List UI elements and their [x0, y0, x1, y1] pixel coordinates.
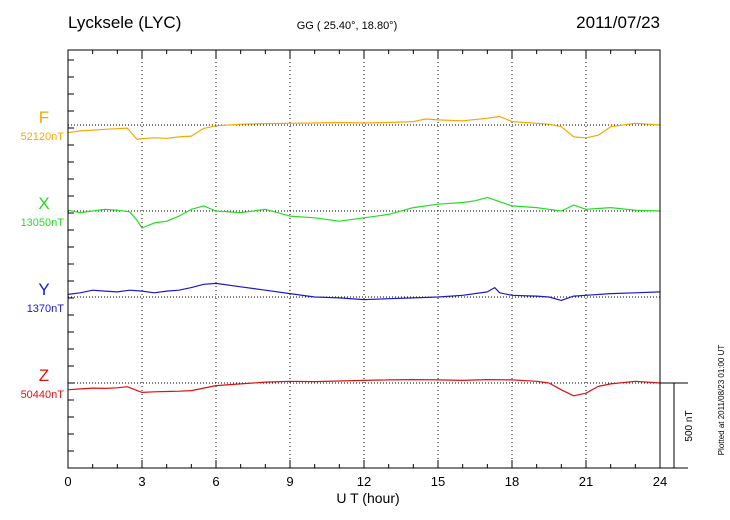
series-line-z [67, 379, 661, 397]
scale-bar-label: 500 nT [684, 410, 695, 441]
x-tick-label: 18 [505, 474, 519, 489]
series-line-f [67, 115, 661, 140]
x-tick-labels: 0 3 6 9 12 15 18 21 24 [64, 474, 667, 489]
x-tick-label: 3 [138, 474, 145, 489]
series-name-x: X [38, 194, 49, 213]
grid-lines [141, 50, 587, 468]
plotted-timestamp: Plotted at 2011/08/23 01:00 UT [717, 345, 726, 456]
baseline-value-y: 1370nT [27, 303, 65, 315]
baseline-value-f: 52120nT [21, 131, 65, 143]
x-tick-label: 21 [579, 474, 593, 489]
x-tick-label: 12 [357, 474, 371, 489]
baseline-value-x: 13050nT [21, 217, 65, 229]
series-line-y [67, 282, 661, 301]
x-tick-label: 15 [431, 474, 445, 489]
baseline-value-z: 50440nT [21, 389, 65, 401]
series-line-x [67, 196, 661, 229]
x-tick-label: 0 [64, 474, 71, 489]
x-tick-label: 9 [286, 474, 293, 489]
x-tick-label: 6 [212, 474, 219, 489]
x-axis-label: U T (hour) [336, 490, 399, 506]
series-name-y: Y [38, 280, 49, 299]
data-series [67, 115, 661, 397]
series-name-z: Z [39, 366, 49, 385]
geo-coords: GG ( 25.40°, 18.80°) [297, 20, 398, 32]
series-name-f: F [39, 108, 49, 127]
date-label: 2011/07/23 [576, 13, 660, 32]
scale-bar: 500 nT [660, 382, 695, 469]
series-labels: F 52120nT X 13050nT Y 1370nT Z 50440nT [21, 108, 65, 401]
station-title: Lycksele (LYC) [68, 13, 181, 32]
x-tick-label: 24 [653, 474, 667, 489]
axis-ticks [67, 50, 661, 469]
